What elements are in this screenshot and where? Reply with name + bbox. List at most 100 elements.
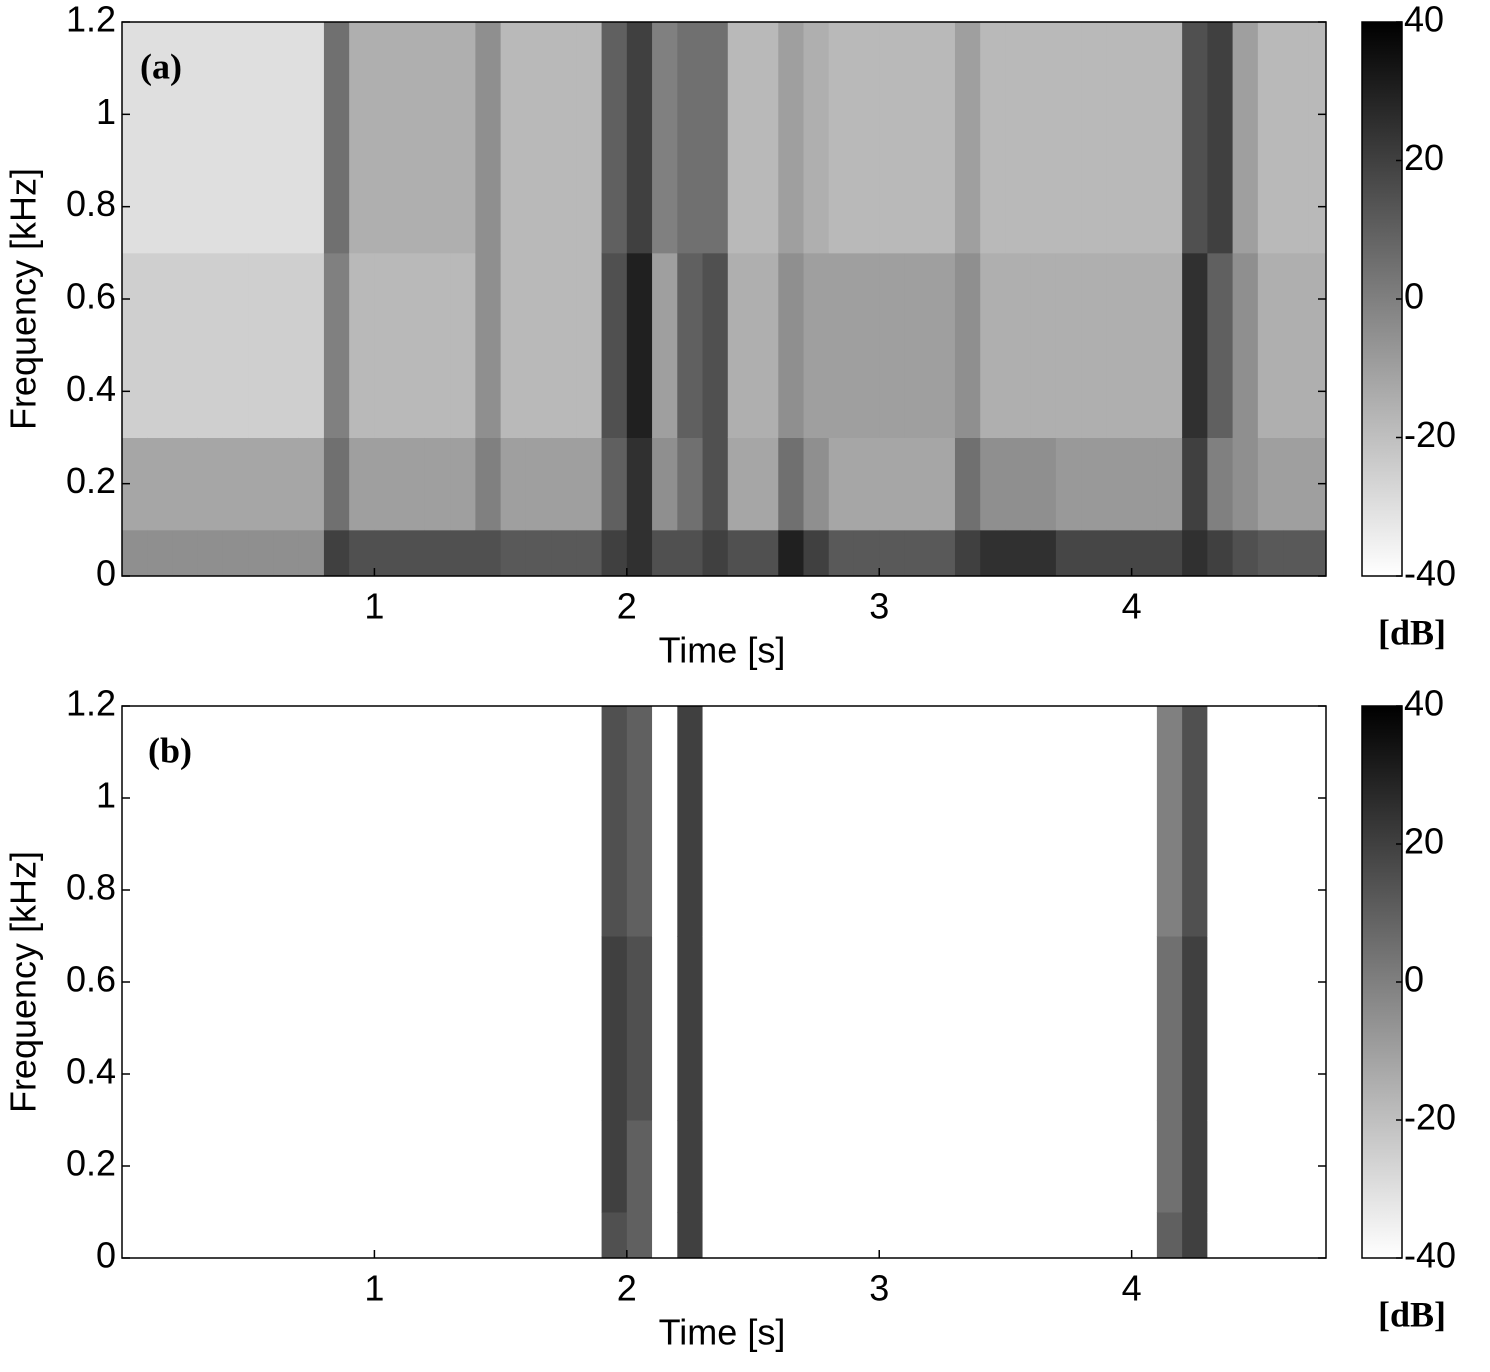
- heat-cell: [677, 936, 704, 1121]
- heat-cell: [1005, 252, 1032, 438]
- heat-cell: [853, 437, 880, 531]
- heat-cell: [399, 437, 426, 531]
- y-tick-label: 1: [96, 91, 116, 132]
- heat-cell: [904, 22, 931, 254]
- heat-cell: [500, 1120, 527, 1213]
- heat-cell: [652, 22, 678, 254]
- heat-cell: [652, 1120, 678, 1213]
- y-axis-label: Frequency [kHz]: [3, 851, 44, 1113]
- heat-cell: [1182, 437, 1208, 531]
- heat-cell: [450, 706, 476, 937]
- heat-cell: [147, 437, 173, 531]
- heat-cell: [828, 22, 855, 254]
- heat-cell: [1207, 706, 1234, 937]
- heat-cell: [626, 529, 653, 577]
- heat-cell: [424, 529, 451, 577]
- heat-cell: [929, 529, 956, 577]
- y-tick-label: 0: [96, 553, 116, 594]
- colorbar-tick-label: 20: [1404, 137, 1444, 178]
- x-tick-label: 3: [869, 1268, 889, 1309]
- x-tick-label: 1: [364, 1268, 384, 1309]
- heat-cell: [576, 437, 603, 531]
- heat-cell: [374, 529, 401, 577]
- heat-cell: [1055, 1212, 1082, 1259]
- heat-cell: [1308, 437, 1327, 531]
- heat-cell: [1232, 936, 1259, 1121]
- heat-cell: [652, 706, 678, 937]
- heat-cell: [147, 22, 173, 254]
- heat-cell: [500, 1212, 527, 1259]
- heat-cell: [1232, 706, 1259, 937]
- heat-cell: [753, 706, 779, 937]
- heat-cell: [753, 437, 779, 531]
- heat-cell: [525, 1212, 552, 1259]
- heat-cell: [374, 706, 401, 937]
- heat-cell: [500, 529, 527, 577]
- heat-cell: [677, 1120, 704, 1213]
- heat-cell: [1106, 437, 1133, 531]
- heat-cell: [475, 1212, 502, 1259]
- heat-cell: [576, 529, 603, 577]
- colorbar-tick-label: 0: [1404, 959, 1424, 1000]
- heat-cell: [1207, 936, 1234, 1121]
- heat-cell: [1005, 936, 1032, 1121]
- heat-cell: [1081, 437, 1107, 531]
- heat-cell: [980, 1212, 1006, 1259]
- heat-cell: [1055, 22, 1082, 254]
- heat-cell: [1232, 22, 1259, 254]
- heat-cell: [1106, 22, 1133, 254]
- heat-cell: [1131, 1120, 1158, 1213]
- heat-cell: [727, 936, 754, 1121]
- heat-cell: [298, 936, 325, 1121]
- colorbar-label: [dB]: [1378, 612, 1446, 652]
- heat-cell: [929, 22, 956, 254]
- heat-cell: [197, 706, 224, 937]
- heat-cell: [601, 936, 628, 1121]
- heat-cell: [248, 936, 274, 1121]
- heat-cell: [525, 1120, 552, 1213]
- heat-cell: [1055, 252, 1082, 438]
- colorbar-tick-label: 20: [1404, 821, 1444, 862]
- heat-cell: [853, 1120, 880, 1213]
- heat-cell: [652, 936, 678, 1121]
- heat-cell: [980, 936, 1006, 1121]
- heat-cell: [122, 936, 148, 1121]
- heat-cell: [1232, 529, 1259, 577]
- heat-cell: [273, 252, 300, 438]
- panel-label: (a): [140, 46, 182, 86]
- y-tick-label: 0.2: [66, 1143, 116, 1184]
- heat-cell: [727, 22, 754, 254]
- heat-cell: [727, 1212, 754, 1259]
- heat-cell: [500, 22, 527, 254]
- heat-cell: [879, 437, 905, 531]
- heat-cell: [374, 1212, 401, 1259]
- heat-cell: [702, 529, 729, 577]
- heat-cell: [954, 706, 981, 937]
- colorbar: [1361, 705, 1403, 1259]
- heat-cell: [1283, 1212, 1309, 1259]
- heat-cell: [298, 22, 325, 254]
- heat-cell: [778, 1120, 805, 1213]
- heat-cell: [1283, 706, 1309, 937]
- heat-cell: [1182, 706, 1208, 937]
- heat-cell: [323, 437, 350, 531]
- heat-cell: [1283, 437, 1309, 531]
- heat-cell: [1055, 437, 1082, 531]
- heat-cell: [122, 1212, 148, 1259]
- heat-cell: [248, 529, 274, 577]
- heat-cell: [1030, 252, 1057, 438]
- heat-cell: [222, 529, 249, 577]
- heat-cell: [122, 22, 148, 254]
- heat-cell: [904, 706, 931, 937]
- heat-cell: [626, 1120, 653, 1213]
- heat-cell: [197, 936, 224, 1121]
- heat-cell: [1283, 936, 1309, 1121]
- heat-cell: [626, 706, 653, 937]
- heat-cell: [1182, 1212, 1208, 1259]
- heat-cell: [475, 529, 502, 577]
- heat-cell: [929, 1212, 956, 1259]
- heat-cell: [323, 252, 350, 438]
- heat-cell: [1156, 936, 1183, 1121]
- heat-cell: [248, 22, 274, 254]
- colorbar-label: [dB]: [1378, 1294, 1446, 1334]
